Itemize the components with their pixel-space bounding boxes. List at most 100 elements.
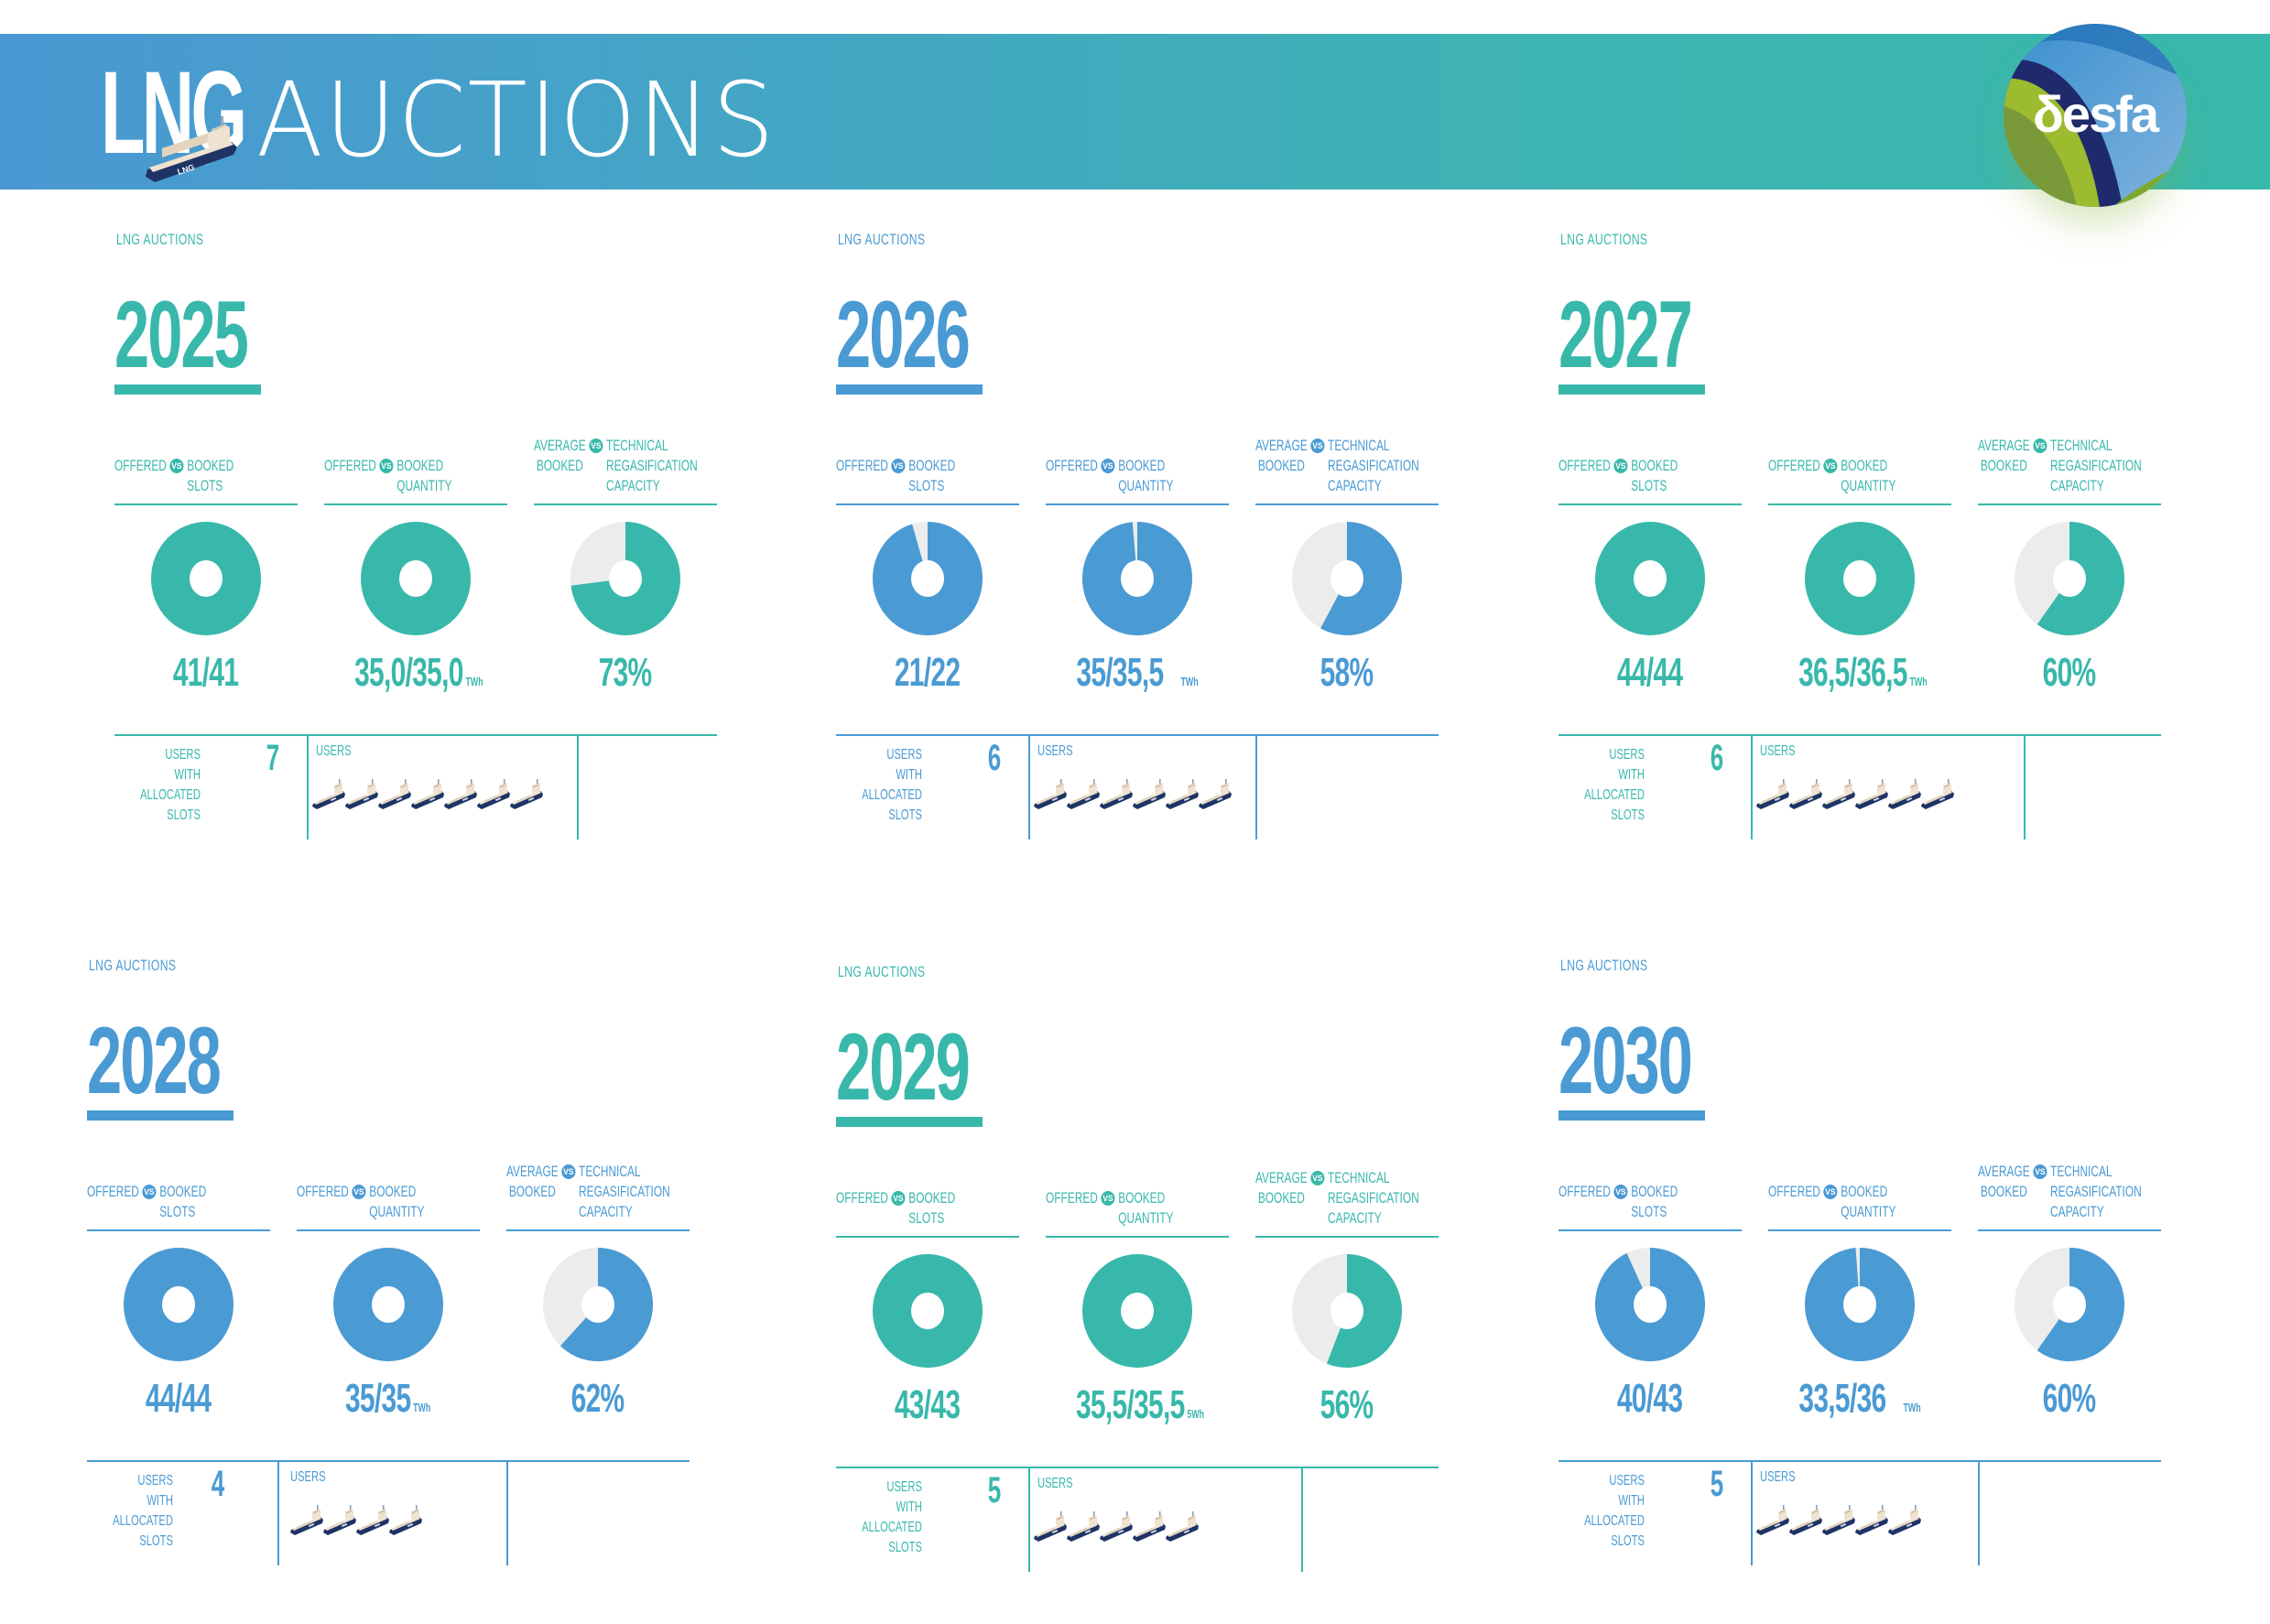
users-div <box>1978 1460 1980 1565</box>
mh-right: BOOKED QUANTITY <box>1841 457 1896 494</box>
num: 43/43 <box>895 1382 961 1427</box>
users-div <box>277 1460 279 1565</box>
mval: 41/41 <box>114 650 298 696</box>
donut-chart-slots <box>149 522 263 635</box>
users-tag: USERS <box>290 1469 326 1485</box>
mh: AVERAGE BOOKED VS TECHNICAL REGASIFICATION CA… <box>1255 437 1439 505</box>
users-label-in: USERS WITH ALLOCATED SLOTS <box>862 1479 922 1555</box>
quantity-value: 35,0/35,0 <box>354 650 463 695</box>
users-rule <box>836 1467 1439 1468</box>
mh-in: OFFERED VS BOOKED SLOTS <box>836 456 955 496</box>
mh-rule <box>324 503 507 505</box>
mval: 56% <box>1255 1382 1439 1428</box>
metric-quantity: OFFERED VS BOOKED QUANTITY 35,0/35,0 TWh <box>324 439 507 695</box>
mval-in: 35,5/35,5 5Wh <box>1076 1382 1204 1428</box>
mh-right: BOOKED SLOTS <box>1631 457 1678 494</box>
lng-tanker-icon <box>1789 779 1822 809</box>
lng-tanker-icon <box>345 779 378 809</box>
users-label: USERS WITH ALLOCATED SLOTS <box>1559 1471 1645 1552</box>
vs-badge-icon: VS <box>1823 1185 1838 1199</box>
kicker: LNG AUCTIONS <box>89 957 177 974</box>
mh-in: OFFERED VS BOOKED SLOTS <box>87 1182 206 1222</box>
mh-right: TECHNICAL REGASIFICATION CAPACITY <box>2050 437 2142 494</box>
num: 62% <box>571 1376 625 1421</box>
users-div <box>577 734 579 839</box>
mh-in: AVERAGE BOOKED VS TECHNICAL REGASIFICATION CA… <box>1255 1168 1419 1229</box>
num: 33,5/36 <box>1798 1376 1886 1421</box>
mval-in: 41/41 <box>173 650 239 696</box>
users-rule <box>1559 1460 2161 1462</box>
mh: OFFERED VS BOOKED SLOTS <box>1559 1165 1742 1231</box>
users-count: 6 <box>987 738 1002 778</box>
lng-tanker-icon <box>477 779 510 809</box>
ship-fleet <box>1034 778 1232 815</box>
mh-left: AVERAGE BOOKED <box>1978 1163 2030 1200</box>
mval-in: 44/44 <box>1617 650 1683 696</box>
mval-in: 35/35 TWh <box>345 1376 430 1422</box>
users-div <box>1751 1460 1753 1565</box>
num: 44/44 <box>146 1376 212 1421</box>
donut-chart-capacity <box>541 1248 655 1361</box>
mh-left: OFFERED <box>1768 457 1820 474</box>
lng-tanker-icon <box>1133 1511 1166 1542</box>
mh: AVERAGE BOOKED VS TECHNICAL REGASIFICATION CA… <box>1978 1162 2161 1231</box>
mh-left: AVERAGE BOOKED <box>534 437 586 474</box>
kicker: LNG AUCTIONS <box>1560 957 1648 974</box>
num: 35,5/35,5 <box>1075 1382 1185 1427</box>
mh: OFFERED VS BOOKED QUANTITY <box>1046 1172 1229 1238</box>
lng-tanker-icon <box>1067 1511 1100 1542</box>
vs-badge-icon: VS <box>379 459 394 473</box>
donut-chart-quantity <box>1081 522 1194 635</box>
mh-rule <box>1046 1236 1229 1238</box>
lng-tanker-icon <box>323 1505 356 1535</box>
users-row: USERS WITH ALLOCATED SLOTS 4 USERS <box>87 1460 690 1565</box>
users-count: 6 <box>1710 738 1724 778</box>
mval-in: 56% <box>1320 1382 1374 1428</box>
vs-badge-icon: VS <box>2033 1164 2047 1179</box>
title-auctions: AUCTIONS <box>256 61 777 180</box>
mh-rule <box>1768 503 1951 505</box>
mval: 35,5/35,5 5Wh <box>1046 1382 1229 1428</box>
mh-in: OFFERED VS BOOKED QUANTITY <box>1768 1182 1895 1222</box>
mh-in: OFFERED VS BOOKED QUANTITY <box>1046 1188 1173 1229</box>
lng-tanker-icon <box>1822 1505 1855 1535</box>
metric-slots: OFFERED VS BOOKED SLOTS 41/41 <box>114 439 298 695</box>
mval-in: 43/43 <box>895 1382 961 1428</box>
mh-right: BOOKED QUANTITY <box>396 457 452 494</box>
users-tag: USERS <box>316 743 352 759</box>
mh-in: OFFERED VS BOOKED SLOTS <box>1559 1182 1678 1222</box>
mh-in: OFFERED VS BOOKED SLOTS <box>836 1188 955 1229</box>
unit: 5Wh <box>1187 1407 1205 1421</box>
mh: OFFERED VS BOOKED SLOTS <box>1559 439 1742 505</box>
num: 21/22 <box>895 650 961 695</box>
users-div <box>1028 734 1030 839</box>
metric-quantity: OFFERED VS BOOKED QUANTITY 35/35,5 TWh <box>1046 439 1229 695</box>
users-div <box>1751 734 1753 839</box>
year-bar <box>1559 384 1705 395</box>
metric-slots: OFFERED VS BOOKED SLOTS 21/22 <box>836 439 1019 695</box>
mh-rule <box>1768 1229 1951 1231</box>
num: 35/35,5 <box>1076 650 1164 695</box>
mh-left: OFFERED <box>1046 457 1098 474</box>
mh: OFFERED VS BOOKED QUANTITY <box>297 1165 480 1231</box>
lng-tanker-icon <box>290 1505 323 1535</box>
lng-tanker-icon <box>411 779 444 809</box>
users-label-in: USERS WITH ALLOCATED SLOTS <box>113 1473 173 1549</box>
unit: TWh <box>1180 675 1199 688</box>
users-row: USERS WITH ALLOCATED SLOTS 6 USERS <box>1559 734 2161 839</box>
mval-in: 62% <box>571 1376 625 1422</box>
vs-badge-icon: VS <box>1101 1191 1115 1206</box>
mh-in: OFFERED VS BOOKED QUANTITY <box>1046 456 1173 496</box>
metric-slots: OFFERED VS BOOKED SLOTS 43/43 <box>836 1172 1019 1427</box>
mh-in: AVERAGE BOOKED VS TECHNICAL REGASIFICATION CA… <box>506 1162 670 1222</box>
users-label: USERS WITH ALLOCATED SLOTS <box>114 745 201 826</box>
users-row: USERS WITH ALLOCATED SLOTS 5 USERS <box>836 1467 1439 1572</box>
year-bar <box>1559 1110 1705 1121</box>
mh-right: TECHNICAL REGASIFICATION CAPACITY <box>2050 1163 2142 1220</box>
vs-badge-icon: VS <box>1613 459 1628 473</box>
lng-tanker-icon <box>1888 779 1921 809</box>
mh: OFFERED VS BOOKED SLOTS <box>836 439 1019 505</box>
users-tag: USERS <box>1760 1469 1796 1485</box>
mval-in: 40/43 <box>1617 1376 1683 1422</box>
mh-in: AVERAGE BOOKED VS TECHNICAL REGASIFICATION CA… <box>1978 1162 2142 1222</box>
